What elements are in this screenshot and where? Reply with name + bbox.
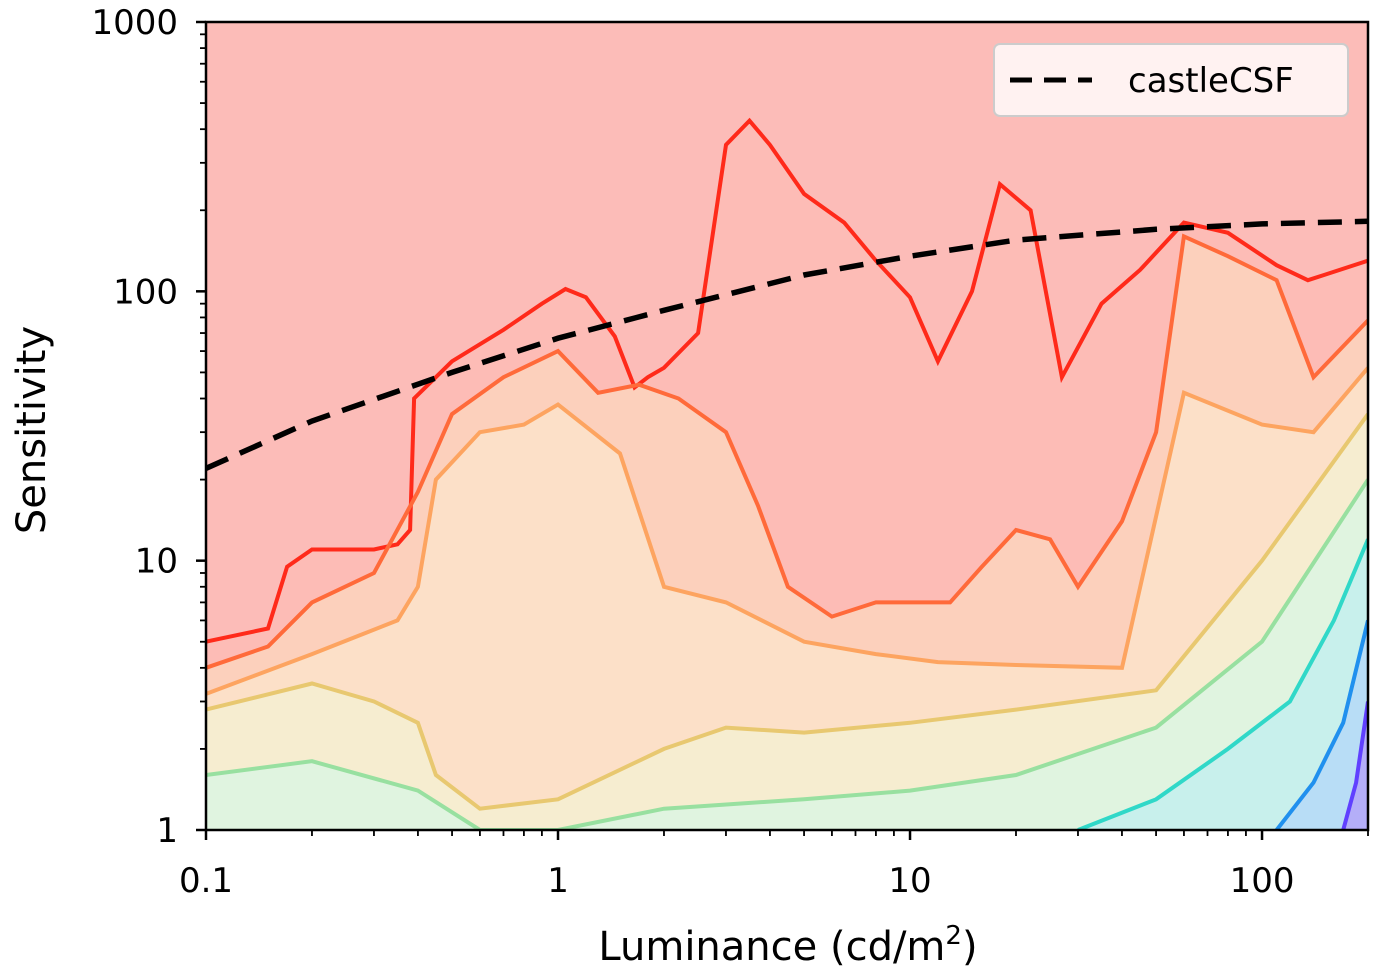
x-axis: 0.1 1 10 100 xyxy=(179,830,1369,901)
x-axis-label-close: ) xyxy=(962,924,978,970)
contour-line-5 xyxy=(206,478,1368,830)
plot-frame xyxy=(204,20,1370,832)
legend-box xyxy=(993,43,1349,117)
series-layer xyxy=(206,218,1368,471)
contour-line-3 xyxy=(206,366,1368,696)
x-tick-label: 0.1 xyxy=(179,861,233,901)
contour-line-8 xyxy=(1341,701,1368,830)
x-tick-label: 1 xyxy=(547,861,569,901)
contour-band-8 xyxy=(1343,701,1368,830)
contour-band-4 xyxy=(206,414,1368,830)
contour-line-2 xyxy=(206,233,1368,670)
y-tick-label: 10 xyxy=(135,542,178,582)
contour-line-4 xyxy=(206,412,1368,811)
y-tick-label: 1000 xyxy=(91,3,178,43)
contour-band-top xyxy=(206,22,1368,642)
y-axis: 1 10 100 1000 xyxy=(91,3,206,851)
x-axis-label-text: Luminance (cd/m xyxy=(598,924,945,970)
legend-castlecsf-label: castleCSF xyxy=(1128,61,1294,101)
series-castlecsf-line xyxy=(206,218,1368,471)
contour-line-7 xyxy=(1275,619,1368,830)
y-tick-label: 100 xyxy=(113,272,178,312)
y-tick-label: 1 xyxy=(156,811,178,851)
contour-band-7 xyxy=(1276,620,1368,830)
contour-line-6 xyxy=(1077,538,1368,830)
y-axis-label: Sensitivity xyxy=(9,326,55,534)
contour-layer xyxy=(206,22,1368,830)
x-axis-label-superscript: 2 xyxy=(945,921,962,951)
x-axis-label: Luminance (cd/m2) xyxy=(598,921,977,970)
x-tick-label: 10 xyxy=(888,861,931,901)
x-tick-label: 100 xyxy=(1230,861,1295,901)
legend: castleCSF xyxy=(993,43,1349,117)
contour-band-6 xyxy=(1078,539,1368,830)
